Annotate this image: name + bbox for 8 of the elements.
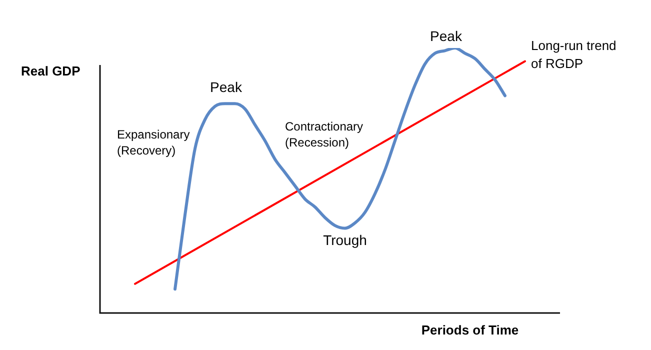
series-label: Long-run trend of RGDP (531, 38, 616, 71)
annotation: Peak (210, 78, 243, 95)
x-axis-title: Periods of Time (421, 322, 519, 338)
annotation: Trough (323, 232, 367, 248)
annotation: Contractionary (Recession) (285, 119, 364, 150)
annotation: Expansionary (Recovery) (117, 127, 190, 158)
y-axis-title: Real GDP (21, 64, 81, 79)
text: Peak (430, 28, 463, 44)
